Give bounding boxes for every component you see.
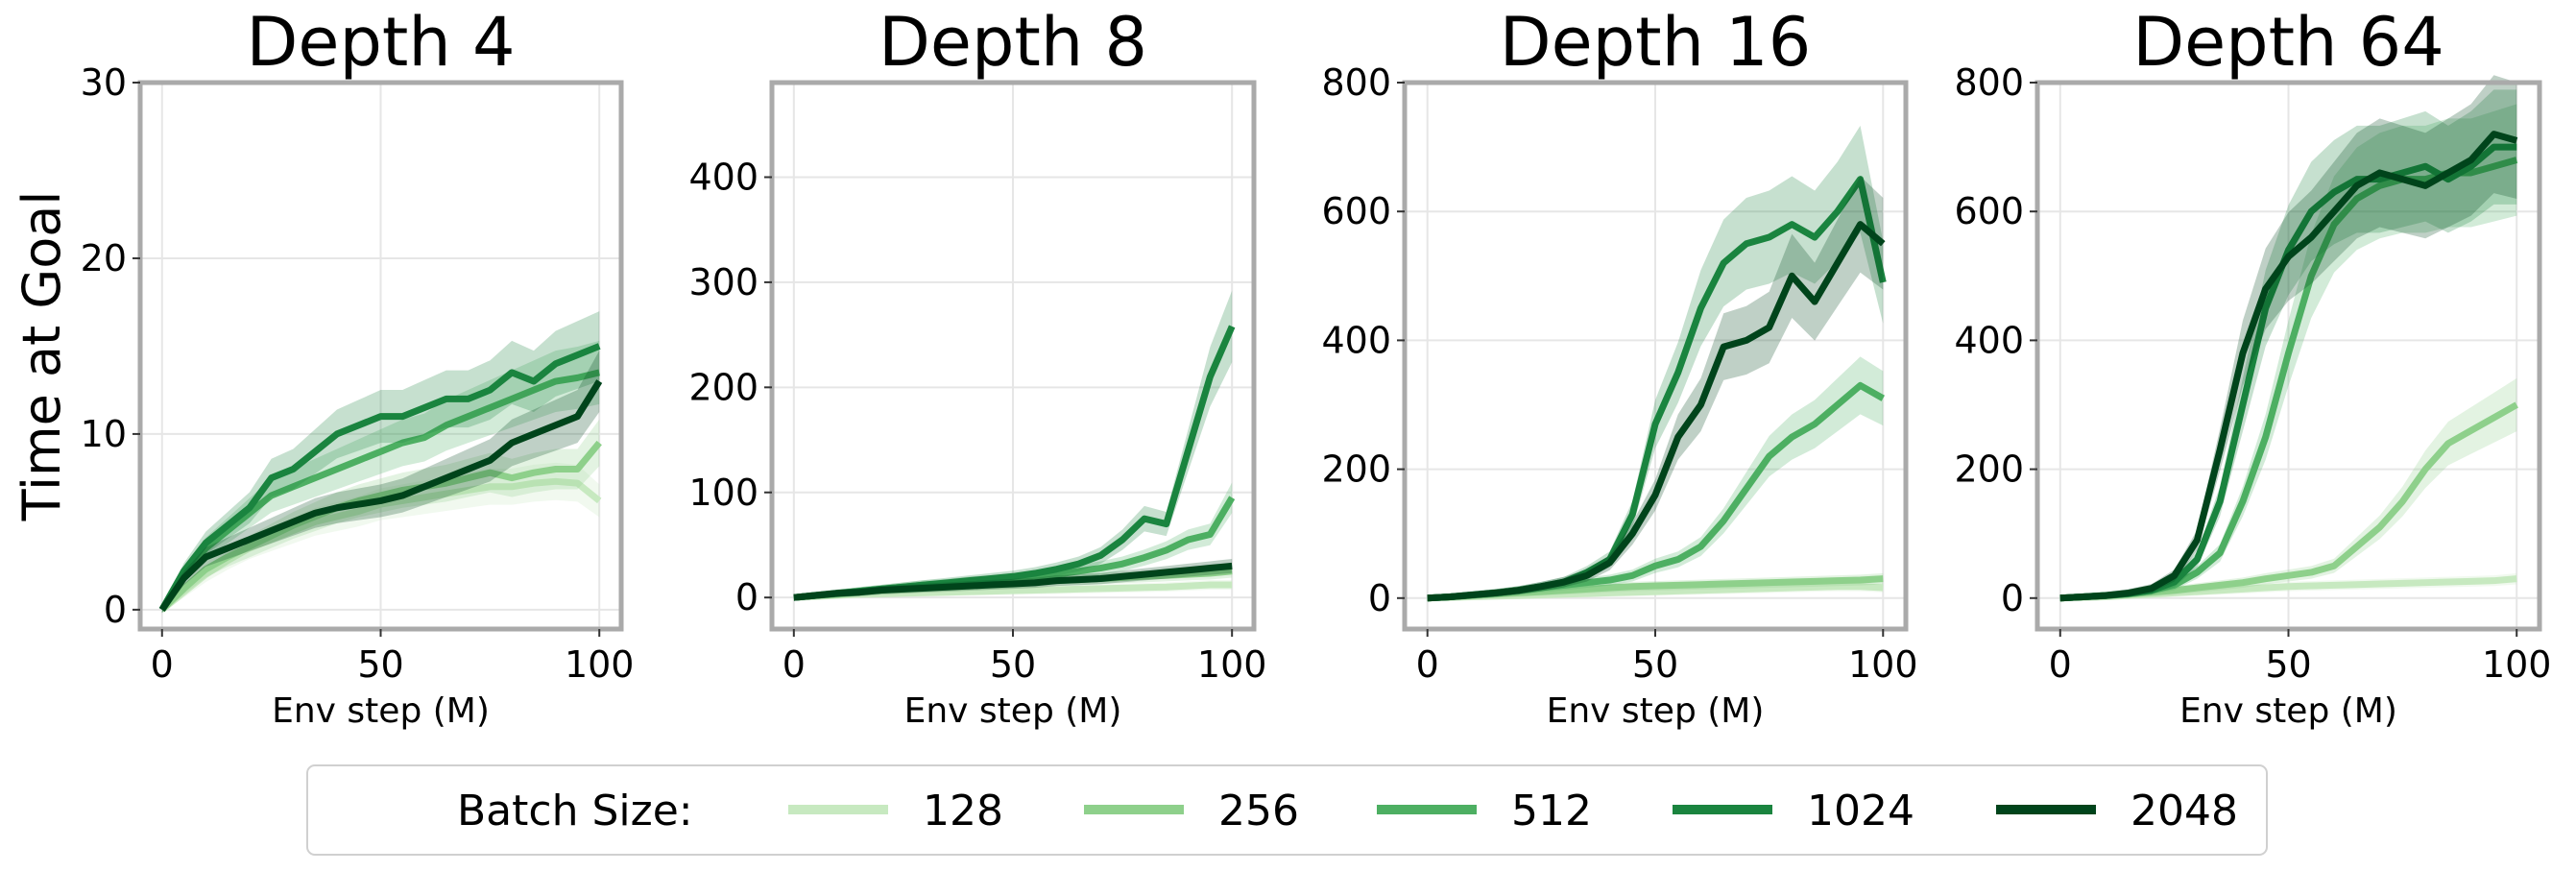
y-axis-label: Time at Goal xyxy=(12,191,72,522)
y-tick-label: 30 xyxy=(81,61,127,104)
x-tick-label: 100 xyxy=(1848,643,1918,686)
panel-title: Depth 4 xyxy=(247,3,516,82)
legend-item-128: 128 xyxy=(788,787,1003,836)
band-512 xyxy=(1427,356,1884,602)
y-tick-label: 400 xyxy=(1321,319,1391,361)
y-tick-label: 0 xyxy=(2001,577,2024,619)
y-tick-label: 0 xyxy=(1368,577,1391,619)
series-line-2048 xyxy=(1427,221,1886,602)
y-tick-label: 400 xyxy=(688,156,758,198)
legend: Batch Size: 128 256 512 1024 2048 xyxy=(306,764,2268,856)
series-line-1024 xyxy=(158,343,601,612)
x-axis-label: Env step (M) xyxy=(1547,691,1765,731)
band-1024 xyxy=(1427,125,1884,602)
series-line-512 xyxy=(158,369,601,612)
y-tick-label: 600 xyxy=(1321,190,1391,232)
band-128 xyxy=(161,462,600,614)
x-tick-label: 0 xyxy=(2049,643,2072,686)
x-tick-label: 0 xyxy=(151,643,174,686)
x-tick-label: 50 xyxy=(990,643,1036,686)
x-tick-label: 0 xyxy=(782,643,806,686)
x-tick-label: 50 xyxy=(2265,643,2311,686)
x-tick-label: 100 xyxy=(565,643,635,686)
y-tick-label: 10 xyxy=(81,413,127,455)
series-line-2048 xyxy=(158,379,603,612)
panel-2: 0 50 100 0 200 400 600 800 Depth 16 Env step (M) xyxy=(1321,3,1917,731)
band-2048 xyxy=(2059,75,2517,602)
legend-item-256: 256 xyxy=(1084,787,1299,836)
series-line-2048 xyxy=(2059,131,2518,602)
x-tick-label: 50 xyxy=(1632,643,1678,686)
legend-label: 1024 xyxy=(1807,787,1914,836)
x-axis-label: Env step (M) xyxy=(2179,691,2397,731)
y-tick-label: 600 xyxy=(1954,190,2024,232)
band-512 xyxy=(793,482,1233,601)
legend-title: Batch Size: xyxy=(457,787,693,836)
legend-box xyxy=(306,764,2268,856)
y-tick-label: 400 xyxy=(1954,319,2024,361)
panel-title: Depth 16 xyxy=(1500,3,1812,82)
panel-1: 0 50 100 0 100 200 300 400 Depth 8 Env step (M) xyxy=(688,3,1266,731)
y-tick-label: 200 xyxy=(688,366,758,408)
legend-item-1024: 1024 xyxy=(1673,787,1914,836)
x-tick-label: 100 xyxy=(1197,643,1267,686)
legend-item-2048: 2048 xyxy=(1996,787,2238,836)
legend-label: 512 xyxy=(1511,787,1592,836)
y-tick-label: 100 xyxy=(688,472,758,514)
y-tick-label: 200 xyxy=(1954,448,2024,491)
legend-label: 256 xyxy=(1218,787,1299,836)
band-256 xyxy=(161,419,600,614)
y-tick-label: 200 xyxy=(1321,448,1391,491)
y-tick-label: 0 xyxy=(104,589,127,631)
y-tick-label: 800 xyxy=(1954,61,2024,104)
panel-0: 0 50 100 0 10 20 30 Depth 4 Env step (M) Time at … xyxy=(12,3,634,731)
panel-3: 0 50 100 0 200 400 600 800 Depth 64 Env step (M) xyxy=(1954,3,2551,731)
series-line-256 xyxy=(159,440,602,613)
legend-item-512: 512 xyxy=(1377,787,1592,836)
y-tick-label: 800 xyxy=(1321,61,1391,104)
y-tick-label: 0 xyxy=(735,576,758,618)
y-tick-label: 300 xyxy=(688,261,758,303)
x-tick-label: 50 xyxy=(357,643,403,686)
legend-label: 128 xyxy=(923,787,1003,836)
series-line-2048 xyxy=(793,562,1233,601)
legend-label: 2048 xyxy=(2131,787,2238,836)
x-axis-label: Env step (M) xyxy=(272,691,490,731)
x-axis-label: Env step (M) xyxy=(904,691,1122,731)
y-tick-label: 20 xyxy=(81,237,127,279)
panel-title: Depth 8 xyxy=(879,3,1147,82)
x-tick-label: 0 xyxy=(1416,643,1439,686)
x-tick-label: 100 xyxy=(2482,643,2552,686)
band-1024 xyxy=(2059,89,2517,602)
panel-title: Depth 64 xyxy=(2132,3,2444,82)
